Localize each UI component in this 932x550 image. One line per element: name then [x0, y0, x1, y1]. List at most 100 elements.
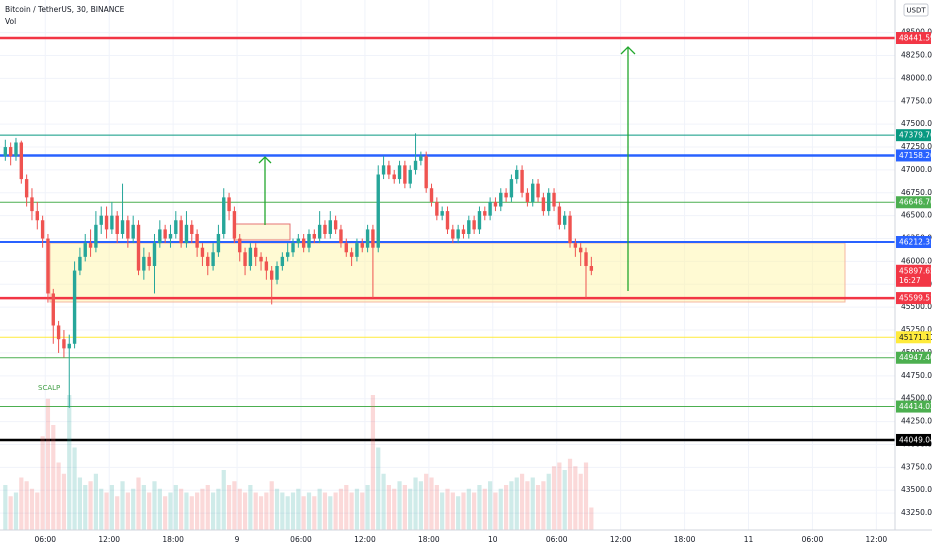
volume-bar — [360, 492, 365, 530]
volume-bar — [573, 466, 578, 530]
volume-bar — [40, 436, 45, 530]
level-label-badge — [896, 433, 931, 446]
candle-body — [531, 183, 535, 202]
volume-bar — [488, 481, 493, 530]
volume-bar — [498, 488, 503, 530]
volume-bar — [301, 496, 306, 530]
volume-bar — [274, 488, 280, 530]
candle-body — [355, 243, 359, 257]
candle-body — [520, 169, 524, 193]
volume-bar — [424, 473, 429, 530]
volume-bar — [51, 425, 56, 530]
volume-bar — [434, 485, 439, 530]
candle-body — [94, 224, 98, 248]
level-label-badge — [896, 236, 931, 249]
volume-bar — [189, 496, 194, 530]
volume-bar — [29, 488, 35, 530]
volume-bar — [546, 473, 551, 530]
volume-bar — [88, 481, 93, 530]
candle-body — [328, 220, 332, 234]
level-label: 47379.76 — [899, 131, 932, 140]
volume-bar — [285, 496, 290, 530]
volume-bar — [242, 492, 248, 530]
y-tick-label: 48250.00 — [901, 51, 932, 60]
x-tick-label: 06:00 — [546, 535, 568, 544]
volume-bar — [440, 492, 445, 530]
y-tick-label: 47000.00 — [901, 165, 932, 174]
candle-body — [232, 211, 237, 239]
currency: USDT — [906, 7, 926, 15]
volume-bar — [530, 477, 535, 530]
candle-body — [14, 142, 18, 157]
candle-body — [408, 169, 412, 184]
volume-bar — [269, 481, 274, 530]
volume-bar — [67, 395, 72, 530]
candle-body — [211, 252, 215, 267]
candle-body — [349, 252, 354, 257]
volume-bar — [535, 485, 541, 530]
volume-bar — [258, 496, 264, 530]
x-tick-label: 06:00 — [802, 535, 824, 544]
candle-body — [72, 270, 77, 344]
candle-body — [451, 229, 455, 239]
y-tick-label: 44750.00 — [901, 371, 932, 380]
candle-body — [323, 224, 327, 234]
arrows — [258, 46, 636, 291]
candle-body — [168, 233, 173, 239]
volume-bar — [583, 462, 589, 530]
level-label-badge — [896, 292, 931, 305]
candle-body — [259, 256, 263, 262]
candle-body — [392, 174, 396, 180]
candle-body — [573, 243, 578, 248]
volume-bar — [472, 492, 477, 530]
volume-bar — [541, 481, 546, 530]
candle-body — [269, 270, 274, 280]
volume-bar — [163, 496, 168, 530]
y-tick-label: 47750.00 — [901, 96, 932, 105]
candle-body — [163, 229, 167, 239]
candle-body — [222, 197, 226, 234]
y-tick-label: 43750.00 — [901, 462, 932, 471]
candle-body — [35, 211, 39, 221]
volume-bar — [248, 485, 253, 530]
candle-body — [499, 192, 503, 207]
candle-body — [46, 238, 50, 294]
candle-body — [126, 220, 130, 239]
candle-body — [195, 233, 199, 248]
y-tick-label: 45500.00 — [901, 302, 932, 311]
x-tick-label: 18:00 — [674, 535, 696, 544]
candle-body — [419, 156, 423, 161]
volume-bar — [370, 395, 376, 530]
volume-bar — [221, 470, 226, 530]
candle-body — [563, 215, 567, 225]
candle-body — [248, 247, 253, 267]
volume-bar — [115, 496, 120, 530]
candle-body — [488, 201, 492, 216]
level-label: 45599.51 — [899, 294, 932, 303]
candle-body — [339, 229, 343, 244]
candle-body — [67, 343, 71, 349]
volume-bar — [429, 477, 434, 530]
range-zone — [49, 242, 846, 303]
candle-body — [344, 243, 348, 253]
candle-body — [243, 252, 247, 267]
volume-bar — [525, 481, 530, 530]
volume-bar — [402, 485, 407, 530]
candle-body — [317, 224, 322, 239]
volume-bar — [578, 473, 583, 530]
volume-bar — [557, 462, 562, 530]
candle-body — [62, 339, 66, 349]
level-label-badge — [896, 400, 931, 413]
volume-bar — [551, 466, 557, 530]
x-tick-label: 06:00 — [290, 535, 312, 544]
candle-body — [509, 179, 514, 198]
volume-bar — [173, 485, 178, 530]
candle-body — [536, 183, 540, 198]
volume-bar — [312, 496, 317, 530]
candle-body — [142, 256, 146, 271]
candle-body — [301, 238, 306, 248]
volume-bar — [226, 485, 232, 530]
small-zone — [233, 223, 291, 241]
volume-bar — [200, 488, 205, 530]
